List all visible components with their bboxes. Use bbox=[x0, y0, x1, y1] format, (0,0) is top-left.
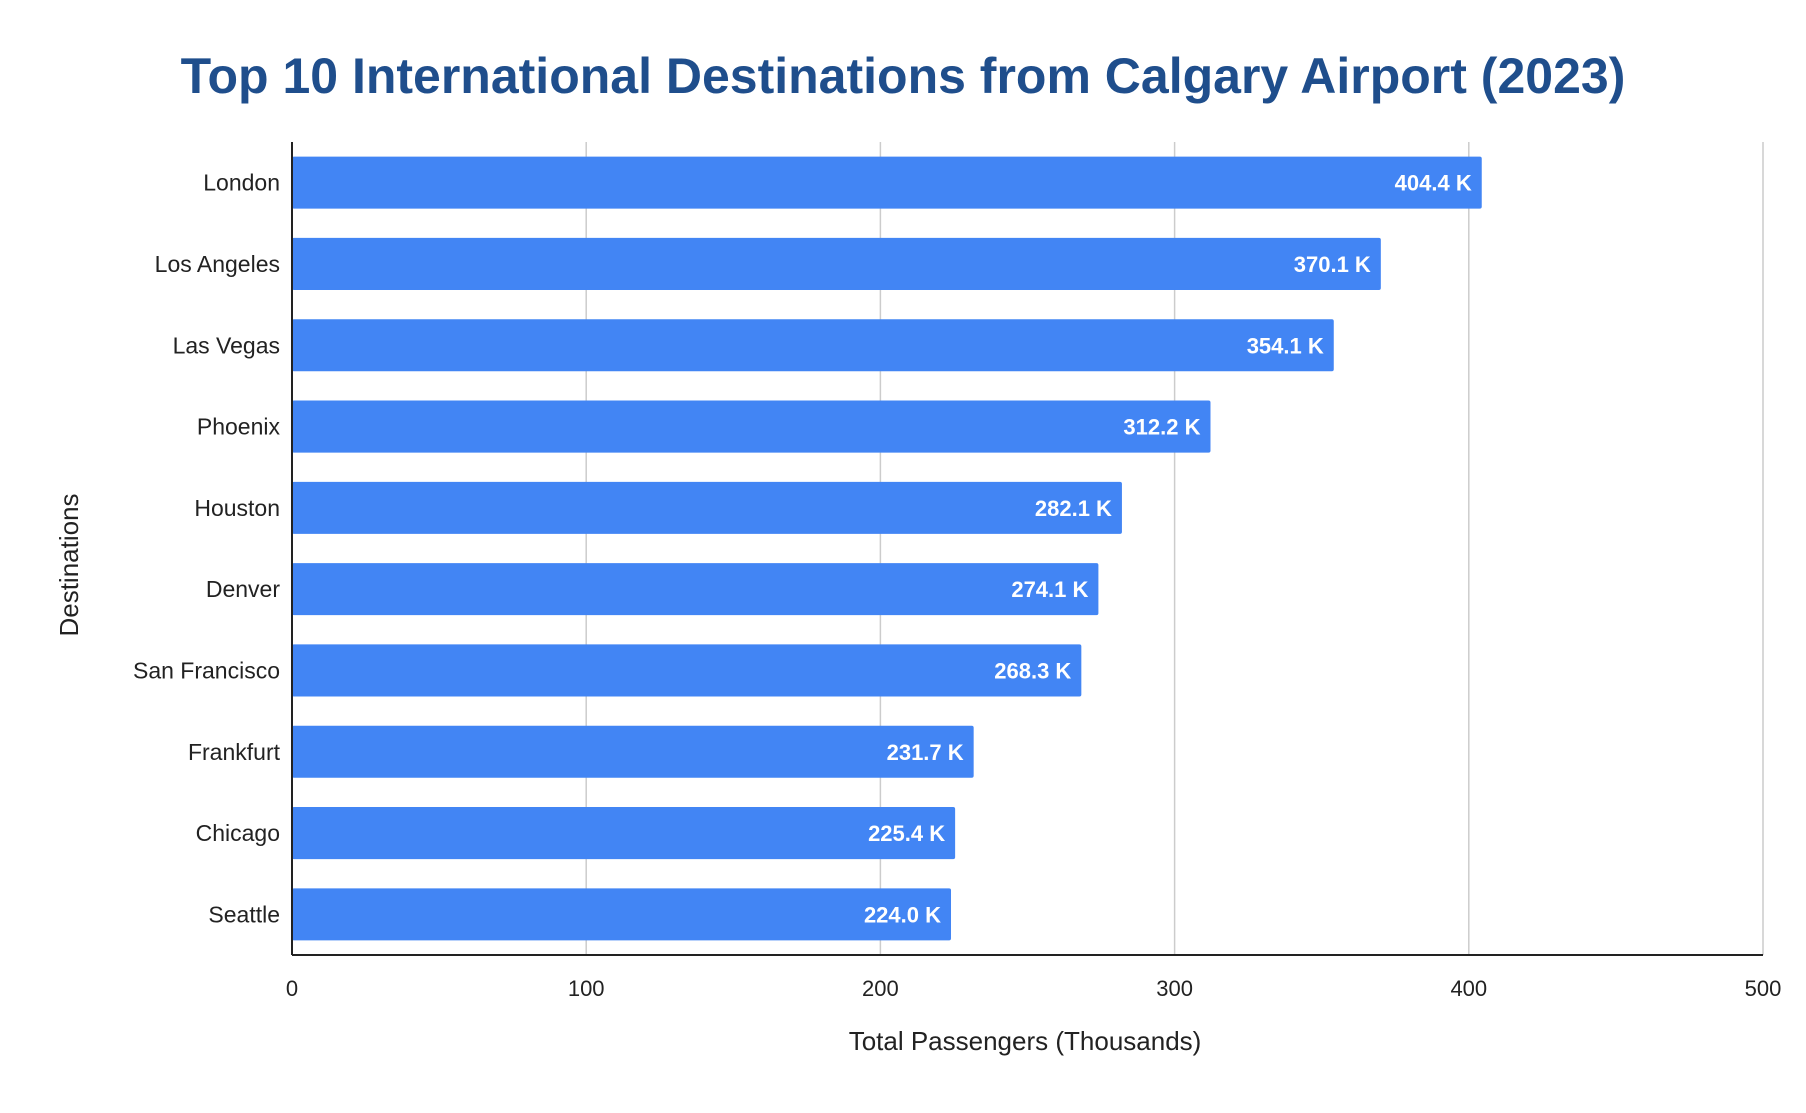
bar-denver bbox=[292, 563, 1099, 616]
category-labels: London Los Angeles Las Vegas Phoenix Houston… bbox=[133, 170, 281, 928]
category-label: Chicago bbox=[196, 820, 280, 846]
category-label: Las Vegas bbox=[173, 332, 280, 358]
bar-chicago bbox=[292, 807, 956, 860]
category-label: London bbox=[203, 170, 280, 196]
bar-san-francisco bbox=[292, 644, 1082, 697]
bar-los-angeles bbox=[292, 237, 1381, 290]
category-label: Los Angeles bbox=[155, 251, 280, 277]
data-label: 312.2 K bbox=[1123, 415, 1200, 440]
chart-title: Top 10 International Destinations from C… bbox=[181, 48, 1626, 104]
y-axis-title: Destinations bbox=[54, 493, 84, 636]
axes bbox=[291, 142, 1763, 956]
category-label: San Francisco bbox=[133, 657, 280, 683]
bar-phoenix bbox=[292, 400, 1211, 453]
bar-houston bbox=[292, 481, 1122, 534]
x-tick-label: 300 bbox=[1156, 976, 1193, 1001]
category-label: Seattle bbox=[208, 901, 280, 927]
category-label: Denver bbox=[206, 576, 280, 602]
x-tick-label: 500 bbox=[1745, 976, 1782, 1001]
data-label: 225.4 K bbox=[868, 821, 945, 846]
data-label: 224.0 K bbox=[864, 902, 941, 927]
data-label: 231.7 K bbox=[887, 740, 964, 765]
x-axis-title: Total Passengers (Thousands) bbox=[849, 1026, 1202, 1056]
bar-frankfurt bbox=[292, 725, 974, 778]
x-tick-label: 100 bbox=[568, 976, 605, 1001]
data-label: 268.3 K bbox=[994, 658, 1071, 683]
x-tick-label: 400 bbox=[1450, 976, 1487, 1001]
category-label: Frankfurt bbox=[188, 739, 281, 765]
bar-seattle bbox=[292, 888, 952, 941]
bars: 404.4 K 370.1 K 354.1 K 312.2 K 282.1 K 274.1… bbox=[292, 156, 1482, 941]
category-label: Phoenix bbox=[197, 414, 281, 440]
data-label: 354.1 K bbox=[1247, 333, 1324, 358]
data-label: 274.1 K bbox=[1011, 577, 1088, 602]
data-label: 404.4 K bbox=[1395, 171, 1472, 196]
x-tick-label: 0 bbox=[286, 976, 298, 1001]
data-label: 370.1 K bbox=[1294, 252, 1371, 277]
x-tick-labels: 0 100 200 300 400 500 bbox=[286, 976, 1781, 1001]
bar-london bbox=[292, 156, 1482, 209]
x-tick-label: 200 bbox=[862, 976, 899, 1001]
category-label: Houston bbox=[194, 495, 280, 521]
data-label: 282.1 K bbox=[1035, 496, 1112, 521]
bar-las-vegas bbox=[292, 319, 1334, 372]
